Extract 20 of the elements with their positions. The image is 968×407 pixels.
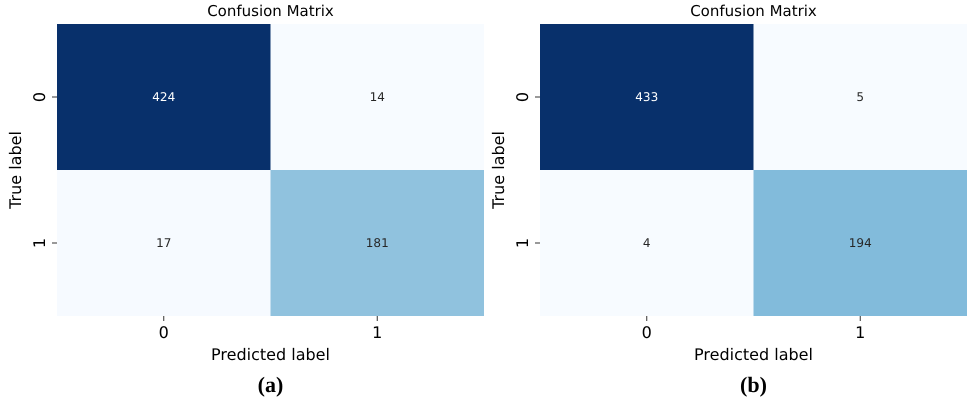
- text: (a): [258, 372, 284, 397]
- x-tick-label: 1: [372, 323, 382, 342]
- x-tick-label: 1: [855, 323, 866, 342]
- data-label: 194: [848, 236, 872, 250]
- data-label: 14: [370, 90, 385, 104]
- data-label: 17: [156, 236, 172, 250]
- chart-title: Confusion Matrix: [690, 2, 817, 20]
- data-label: 4: [642, 236, 651, 250]
- x-tick-label: 0: [642, 323, 652, 342]
- data-label: 433: [635, 90, 658, 104]
- x-axis-title: Predicted label: [694, 345, 813, 364]
- x-axis-title: Predicted label: [211, 345, 330, 364]
- chart-title: Confusion Matrix: [207, 2, 334, 20]
- y-axis-title: True label: [6, 131, 25, 210]
- data-label: 424: [152, 90, 176, 104]
- x-tick-label: 0: [158, 323, 169, 342]
- y-axis-title: True label: [489, 131, 508, 210]
- data-label: 5: [856, 90, 864, 104]
- text: (b): [740, 372, 767, 397]
- data-label: 181: [366, 236, 389, 250]
